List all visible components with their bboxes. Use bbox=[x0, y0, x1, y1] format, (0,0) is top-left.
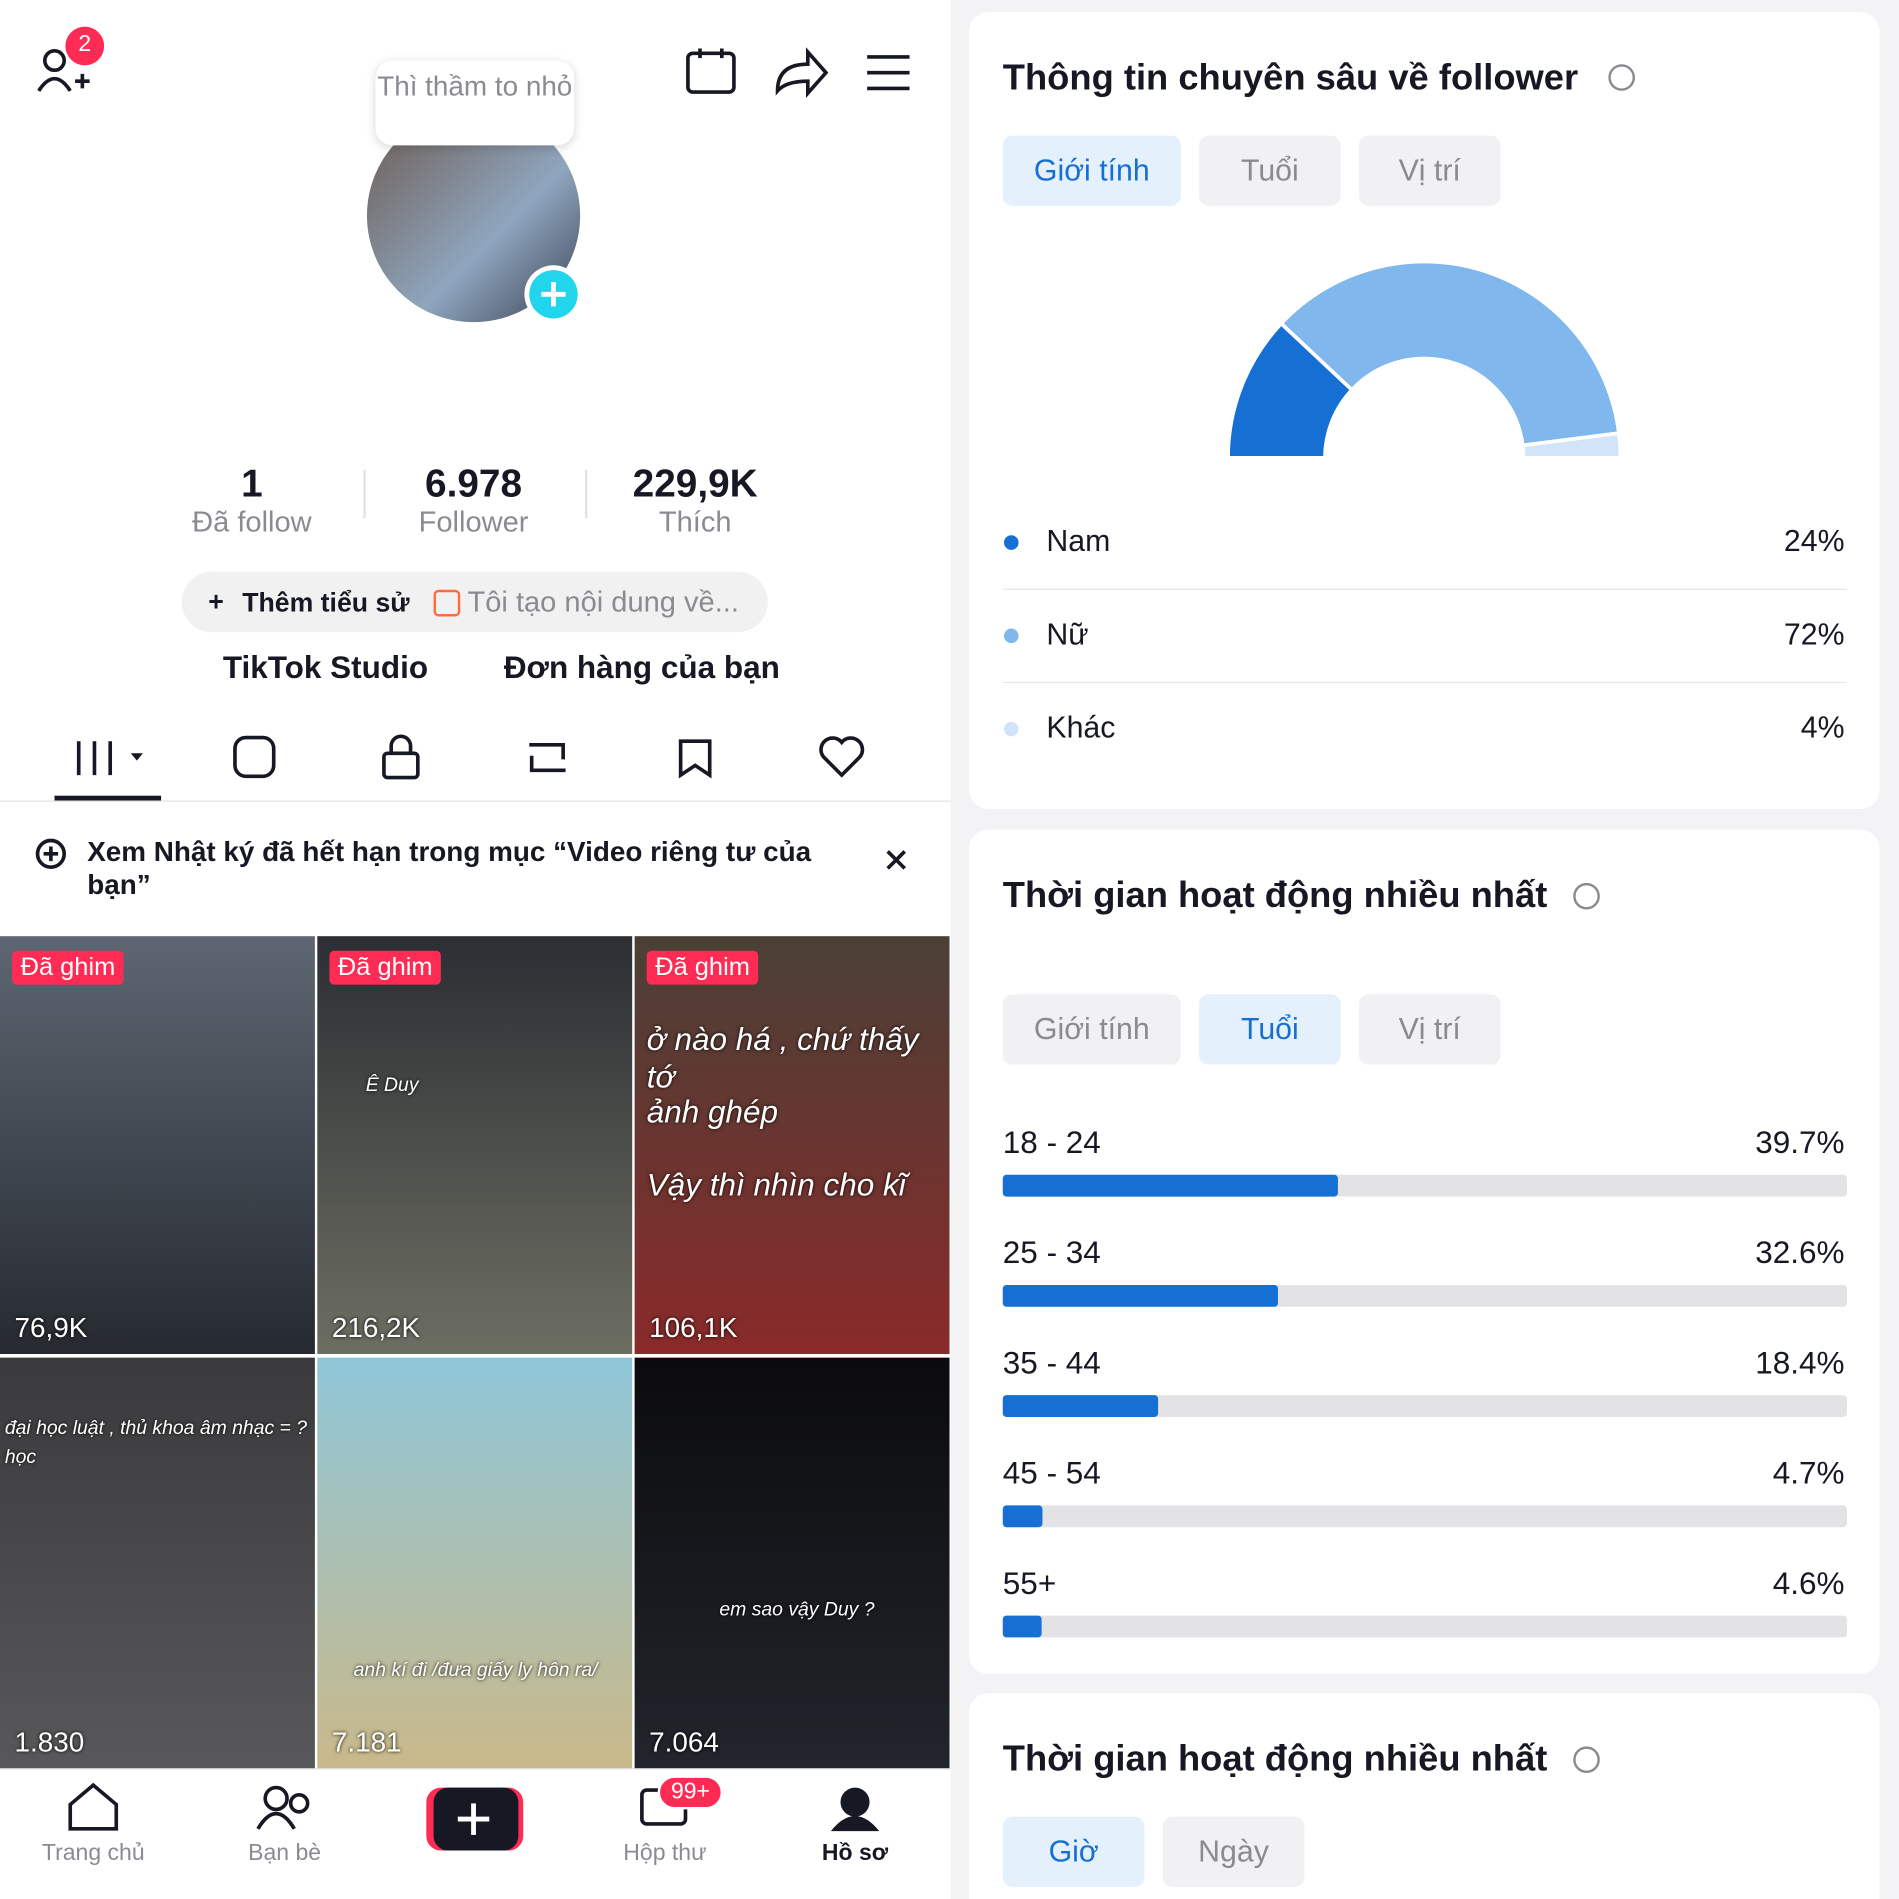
donut-segment bbox=[1278, 259, 1621, 448]
bio-tag-icon bbox=[433, 589, 461, 617]
nav-item[interactable]: Hộp thư bbox=[623, 1840, 707, 1867]
stat-value: 229,9K bbox=[632, 461, 758, 506]
caption: đại học luật , thủ khoa âm nhạc = ? bbox=[4, 1418, 308, 1439]
tab[interactable]: Tuổi bbox=[1198, 994, 1341, 1065]
age-value: 32.6% bbox=[1755, 1234, 1845, 1271]
nav-item[interactable]: Hồ sơ bbox=[821, 1840, 889, 1867]
active-title: Thời gian hoạt động nhiều nhất bbox=[1002, 1739, 1548, 1780]
tab[interactable]: Vị trí bbox=[1358, 994, 1501, 1065]
studio-link[interactable]: TikTok Studio bbox=[222, 649, 429, 686]
caption: ảnh ghép bbox=[646, 1093, 779, 1130]
tab[interactable]: Giới tính bbox=[1002, 135, 1181, 206]
video-tile[interactable]: 1.830 đại học luật , thủ khoa âm nhạc = ?… bbox=[0, 1357, 315, 1769]
insights bbox=[1002, 64, 1847, 1774]
bar bbox=[1002, 1284, 1278, 1307]
video-tile[interactable]: Đã ghim 76,9K bbox=[0, 936, 315, 1355]
caption: em sao vậy Duy ? bbox=[719, 1599, 875, 1621]
bar-track bbox=[1002, 1505, 1847, 1528]
video-tile[interactable]: Đã ghim 106,1K ở nào há , chứ thấy tớ ảnh g… bbox=[634, 936, 950, 1355]
age-value: 39.7% bbox=[1755, 1123, 1845, 1161]
pinned-badge: Đã ghim bbox=[646, 950, 759, 985]
age-label: 35 - 44 bbox=[1002, 1344, 1101, 1381]
stat-label: Đã follow bbox=[192, 506, 312, 539]
caption: Vậy thì nhìn cho kĩ bbox=[646, 1166, 906, 1203]
legend-dot bbox=[1004, 628, 1019, 644]
caption: học bbox=[4, 1447, 37, 1468]
tab[interactable]: Giờ bbox=[1002, 1816, 1145, 1887]
stat-value: 1 bbox=[241, 461, 263, 506]
banner[interactable]: Xem Nhật ký đã hết hạn trong mục “Video … bbox=[87, 835, 812, 900]
caption: Ê Duy bbox=[365, 1075, 419, 1097]
tab[interactable]: Tuổi bbox=[1198, 135, 1341, 206]
view-count: 106,1K bbox=[649, 1311, 738, 1344]
caption: anh kí đi /đưa giấy ly hôn ra/ bbox=[353, 1660, 598, 1682]
bar bbox=[1002, 1505, 1043, 1528]
gender-title: Thông tin chuyên sâu về follower bbox=[1002, 58, 1579, 99]
age-label: 25 - 34 bbox=[1002, 1234, 1101, 1271]
tab[interactable]: Giới tính bbox=[1002, 994, 1181, 1065]
legend-label: Nữ bbox=[1046, 617, 1089, 652]
age-label: 45 - 54 bbox=[1002, 1454, 1101, 1491]
divider bbox=[1002, 681, 1847, 684]
age-value: 4.6% bbox=[1772, 1564, 1845, 1602]
legend-label: Khác bbox=[1046, 710, 1116, 745]
legend-value: 72% bbox=[1783, 617, 1845, 652]
view-count: 76,9K bbox=[14, 1311, 88, 1344]
view-count: 7.064 bbox=[649, 1725, 719, 1758]
age-label: 18 - 24 bbox=[1002, 1123, 1101, 1161]
inbox-badge: 99+ bbox=[657, 1775, 724, 1810]
pinned-badge: Đã ghim bbox=[12, 950, 124, 985]
bar bbox=[1002, 1174, 1338, 1197]
legend-value: 24% bbox=[1783, 524, 1845, 559]
stat-value: 6.978 bbox=[425, 461, 523, 506]
icons bbox=[0, 26, 951, 1851]
legend-value: 4% bbox=[1800, 710, 1845, 745]
video-tile[interactable]: Đã ghim 216,2K Ê Duy bbox=[317, 936, 633, 1355]
age-label: 55+ bbox=[1002, 1564, 1057, 1602]
notification-badge: 2 bbox=[78, 31, 92, 57]
age-value: 18.4% bbox=[1755, 1344, 1845, 1381]
bar-track bbox=[1002, 1395, 1847, 1417]
divider bbox=[1002, 588, 1847, 590]
view-count: 1.830 bbox=[14, 1725, 85, 1758]
bio-button[interactable]: Thêm tiểu sử bbox=[242, 587, 410, 618]
nav-item[interactable]: Trang chủ bbox=[41, 1840, 145, 1867]
bio-plus: + bbox=[208, 586, 224, 617]
bar-track bbox=[1002, 1615, 1847, 1638]
bar bbox=[1002, 1395, 1159, 1417]
legend-dot bbox=[1004, 535, 1019, 550]
tab[interactable]: Ngày bbox=[1162, 1816, 1305, 1887]
video-tile[interactable]: 7.064 em sao vậy Duy ? bbox=[634, 1357, 950, 1769]
caption: ở nào há , chứ thấy tớ bbox=[646, 1020, 919, 1095]
tab[interactable]: Vị trí bbox=[1358, 135, 1501, 206]
age-card bbox=[968, 829, 1880, 1674]
bar bbox=[1002, 1615, 1042, 1638]
legend-label: Nam bbox=[1046, 524, 1111, 559]
age-value: 4.7% bbox=[1772, 1454, 1845, 1491]
view-count: 7.181 bbox=[331, 1725, 402, 1758]
nav-item[interactable]: Bạn bè bbox=[248, 1840, 322, 1867]
age-title: Thời gian hoạt động nhiều nhất bbox=[1002, 875, 1548, 916]
stat-label: Thích bbox=[658, 506, 732, 539]
view-count: 216,2K bbox=[331, 1311, 421, 1344]
stat-label: Follower bbox=[418, 506, 529, 539]
pinned-badge: Đã ghim bbox=[329, 950, 442, 985]
legend-dot bbox=[1004, 721, 1019, 737]
note-bubble[interactable]: Thì thầm to nhỏ bbox=[375, 60, 575, 146]
bio-tag[interactable]: Tôi tạo nội dung về... bbox=[467, 586, 739, 619]
orders-link[interactable]: Đơn hàng của bạn bbox=[503, 649, 780, 686]
bio-pill[interactable] bbox=[181, 571, 768, 633]
donut-segment bbox=[1520, 431, 1623, 460]
video-tile[interactable]: 7.181 anh kí đi /đưa giấy ly hôn ra/ bbox=[317, 1357, 633, 1769]
